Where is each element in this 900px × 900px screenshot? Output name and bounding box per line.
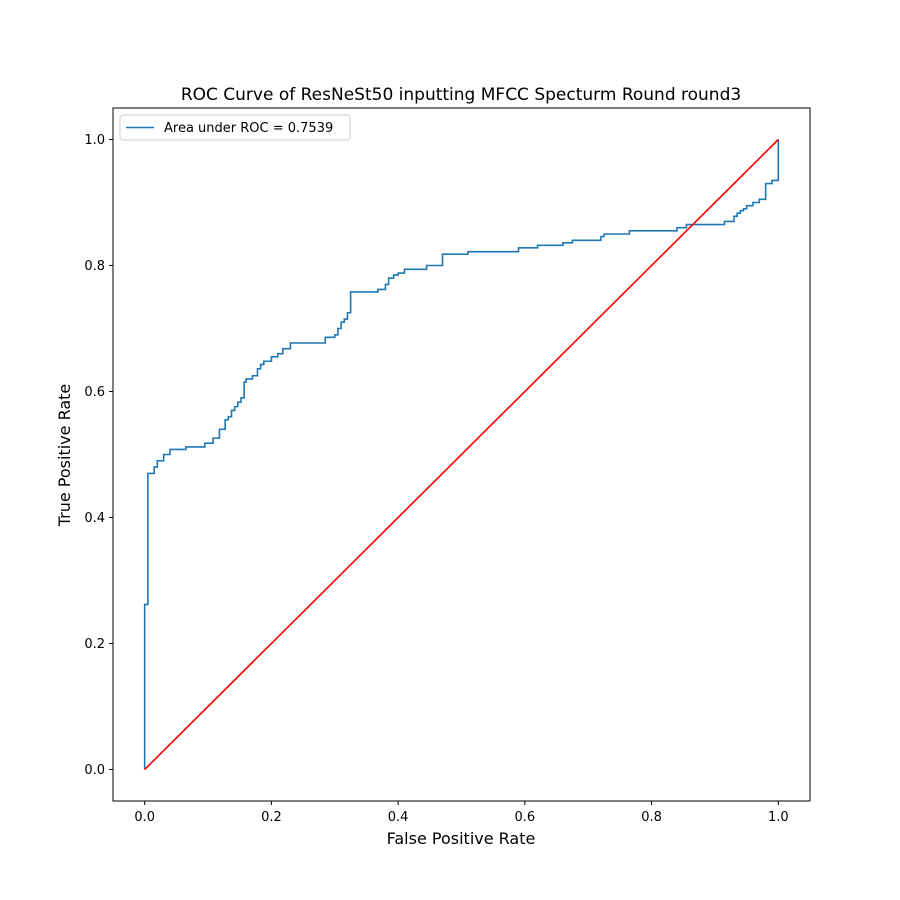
y-axis-label: True Positive Rate (55, 384, 74, 528)
y-tick-label: 0.0 (84, 763, 105, 778)
x-tick-label: 0.8 (641, 810, 662, 825)
x-tick-label: 0.0 (134, 810, 155, 825)
y-tick-label: 0.6 (84, 385, 105, 400)
y-tick-label: 0.4 (84, 511, 105, 526)
x-tick-label: 0.6 (515, 810, 536, 825)
y-tick-label: 0.2 (84, 637, 105, 652)
legend-entry-roc: Area under ROC = 0.7539 (164, 121, 333, 136)
plot-area (143, 138, 780, 771)
diagonal-reference-line (144, 138, 779, 771)
x-tick-label: 0.4 (388, 810, 409, 825)
axes-frame (112, 107, 811, 802)
chart-title: ROC Curve of ResNeSt50 inputting MFCC Sp… (181, 85, 741, 105)
roc-curve-line (143, 139, 780, 770)
x-tick-label: 0.2 (261, 810, 282, 825)
legend: Area under ROC = 0.7539 (119, 114, 351, 141)
x-tick-label: 1.0 (768, 810, 789, 825)
y-axis-ticks: 0.0 0.2 0.4 0.6 0.8 1.0 (84, 133, 113, 778)
x-axis-label: False Positive Rate (387, 829, 536, 848)
y-tick-label: 1.0 (84, 133, 105, 148)
y-tick-label: 0.8 (84, 259, 105, 274)
legend-box (119, 114, 351, 141)
x-axis-ticks: 0.0 0.2 0.4 0.6 0.8 1.0 (134, 801, 789, 825)
